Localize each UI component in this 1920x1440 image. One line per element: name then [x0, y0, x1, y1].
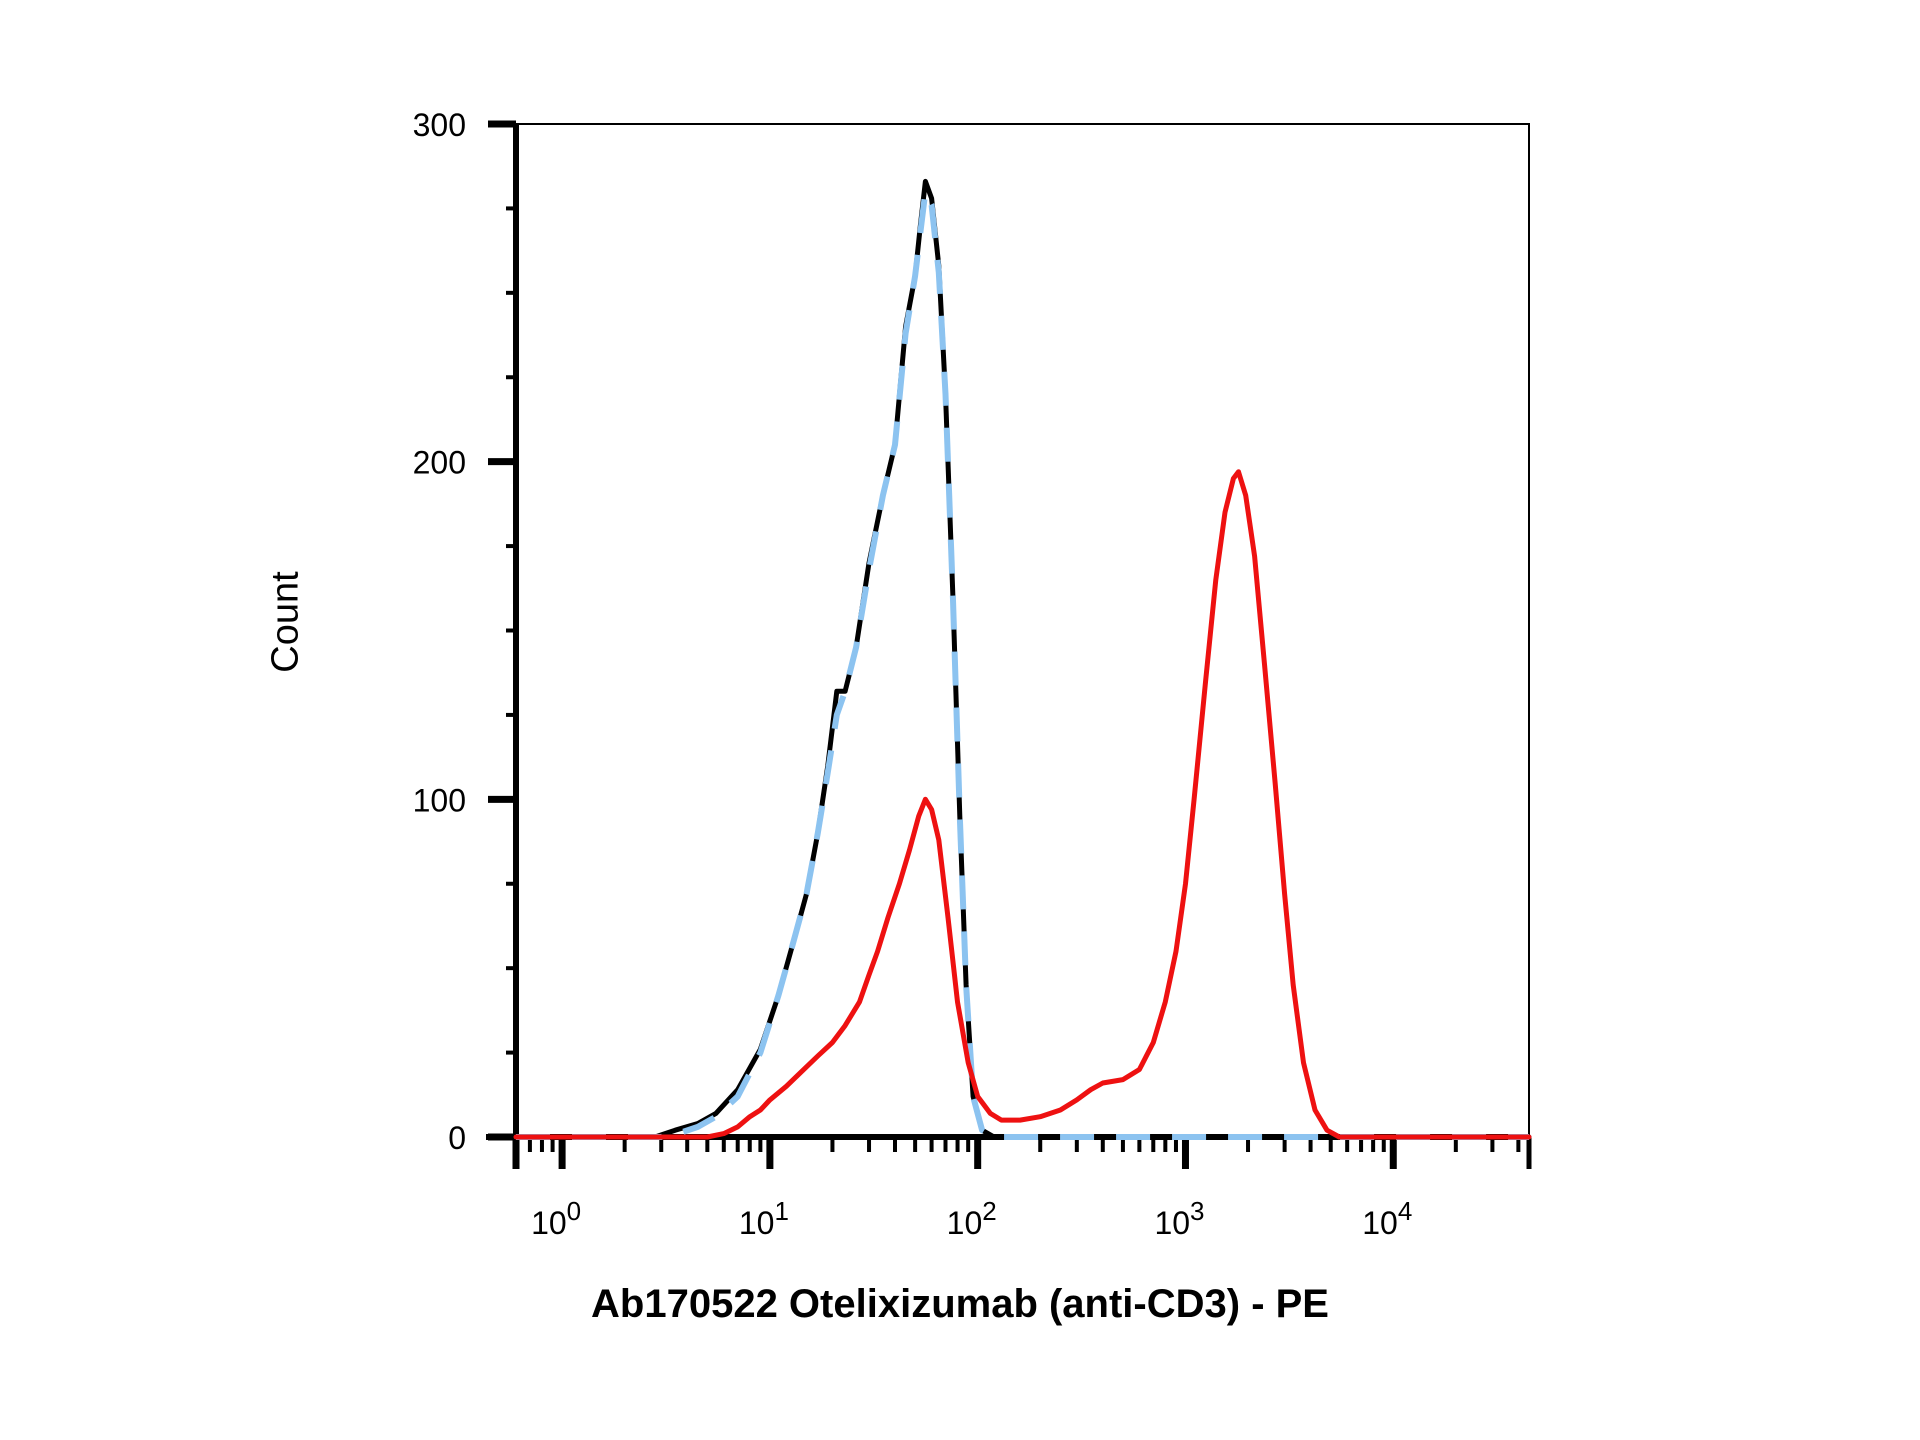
y-tick-label: 100 [413, 782, 466, 818]
x-tick-label: 100 [531, 1196, 581, 1241]
x-tick-label: 102 [947, 1196, 997, 1241]
series-line-1 [513, 178, 1532, 1140]
x-tick-label-base: 10 [947, 1205, 983, 1241]
x-tick-label-base: 10 [1362, 1205, 1398, 1241]
x-tick-label-base: 10 [1154, 1205, 1190, 1241]
x-tick-label: 101 [739, 1196, 789, 1241]
y-tick-label: 0 [448, 1120, 466, 1156]
x-tick-label: 104 [1362, 1196, 1412, 1241]
x-tick-label-exponent: 0 [567, 1196, 581, 1226]
x-tick-label-exponent: 2 [982, 1196, 996, 1226]
y-tick-label: 200 [413, 445, 466, 481]
series-line-3 [513, 469, 1532, 1140]
y-axis-label: Count [264, 571, 307, 673]
x-tick-label-exponent: 4 [1398, 1196, 1412, 1226]
x-tick-label-exponent: 1 [774, 1196, 788, 1226]
x-axis-label: Ab170522 Otelixizumab (anti-CD3) - PE [591, 1282, 1329, 1326]
x-tick-label: 103 [1154, 1196, 1204, 1241]
x-tick-label-base: 10 [739, 1205, 775, 1241]
y-tick-label: 300 [413, 107, 466, 143]
x-tick-label-exponent: 3 [1190, 1196, 1204, 1226]
x-tick-label-base: 10 [531, 1205, 567, 1241]
series-line-2 [516, 188, 1529, 1140]
plot-frame [515, 123, 1530, 1138]
series-layer [513, 178, 1532, 1140]
